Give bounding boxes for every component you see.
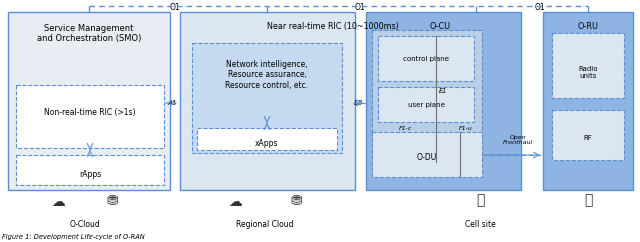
Bar [543,12,633,190]
Bar [552,33,624,98]
Text: ☁: ☁ [228,195,242,209]
Bar [378,36,474,81]
Text: E2: E2 [353,100,363,106]
Text: O1: O1 [534,3,545,13]
Text: Near real-time RIC (10~1000ms): Near real-time RIC (10~1000ms) [267,22,399,31]
Bar [180,12,355,190]
Text: rApps: rApps [79,170,101,179]
Text: Radio
units: Radio units [579,66,598,79]
Text: Figure 1: Development Life-cycle of O-RAN: Figure 1: Development Life-cycle of O-RA… [2,234,145,240]
Text: ⛃: ⛃ [106,193,118,207]
Text: O-Cloud: O-Cloud [70,220,100,229]
Bar [366,12,521,190]
Text: E1: E1 [439,88,447,94]
Text: control plane: control plane [403,56,449,62]
Text: A1: A1 [167,100,177,106]
Bar [372,132,482,177]
Text: O1: O1 [170,3,180,13]
Bar [552,110,624,160]
Bar [192,43,342,153]
Text: Network intelligence,
Resource assurance,
Resource control, etc.: Network intelligence, Resource assurance… [225,60,308,90]
Text: F1-u: F1-u [459,126,473,130]
Bar [8,12,170,190]
Text: Cell site: Cell site [465,220,495,229]
Text: F1-c: F1-c [398,126,412,130]
Bar [197,128,337,150]
Bar [378,87,474,122]
Text: 🖥: 🖥 [476,193,484,207]
Text: Service Management
and Orchestration (SMO): Service Management and Orchestration (SM… [37,24,141,43]
Text: RF: RF [584,135,593,141]
Text: 📶: 📶 [584,193,592,207]
Text: ⛃: ⛃ [290,193,302,207]
Text: Regional Cloud: Regional Cloud [236,220,294,229]
Text: O-DU: O-DU [417,153,437,162]
Text: Non-real-time RIC (>1s): Non-real-time RIC (>1s) [44,108,136,117]
Text: O1: O1 [355,3,365,13]
Text: Open
Fronthaul: Open Fronthaul [503,135,533,145]
Text: O-CU: O-CU [429,22,451,31]
Text: xApps: xApps [255,139,279,148]
Bar [16,85,164,148]
Text: user plane: user plane [408,102,444,108]
Text: ☁: ☁ [51,195,65,209]
Bar [372,30,482,160]
Text: O-RU: O-RU [577,22,598,31]
Bar [16,155,164,185]
